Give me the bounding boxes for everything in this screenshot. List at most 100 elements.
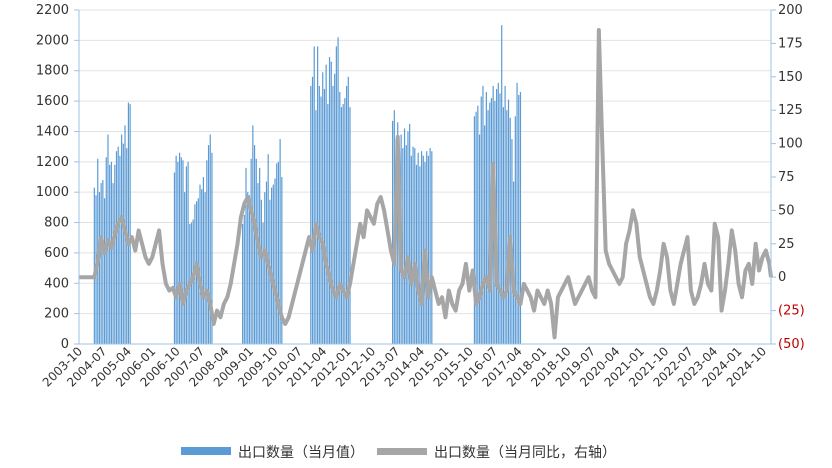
bar [340,107,343,344]
bar [276,163,278,344]
bar [277,161,280,344]
bar [332,85,334,344]
right-tick-label: (25) [778,304,805,319]
bar [402,148,404,344]
bar [110,161,112,344]
bar [250,158,252,344]
bar [478,134,481,344]
bar [409,123,411,344]
bar [516,82,518,345]
bar [318,85,320,344]
bar [126,148,128,344]
bar [313,46,315,344]
right-tick-label: 0 [778,270,786,285]
bar [271,187,273,344]
bar [392,120,394,344]
bar [477,105,479,345]
bar [487,110,489,344]
bar [129,104,131,344]
bar [431,151,433,344]
bar [201,189,203,344]
left-tick-label: 400 [44,276,69,291]
bar [257,183,259,344]
bar [114,164,116,344]
bar [267,154,269,344]
bar [264,192,266,344]
bar [211,152,213,344]
left-tick-label: 800 [44,216,69,231]
bar [177,161,179,344]
bar [98,192,101,344]
bar [501,25,503,345]
bar [253,145,256,344]
bar [330,61,332,345]
bar [127,102,130,344]
bar [180,157,182,344]
bar [473,116,476,345]
bar [103,198,106,344]
bar [255,158,257,344]
bar [262,222,264,344]
bar [204,192,206,344]
bar [412,146,414,344]
bar [328,57,331,345]
bar [499,93,501,344]
bar [322,72,324,344]
bar [122,143,124,344]
legend-swatch-line [377,448,427,455]
bar [475,111,477,344]
bar [482,85,484,344]
right-tick-label: (50) [778,337,805,352]
right-tick-label: 175 [778,36,803,51]
bar [317,46,319,344]
bar [245,167,247,344]
bar [310,85,312,344]
left-axis-ticks: 0 200 400 600 800 1000 1200 1400 1600 1800 2000 220… [36,3,69,352]
bar [502,107,504,344]
bar [206,160,208,344]
bar [184,192,186,344]
bar [117,146,119,344]
left-tick-label: 1000 [36,185,69,200]
left-tick-label: 1600 [36,94,69,109]
bar [252,125,254,344]
bar [192,219,194,344]
legend: 出口数量（当月值） 出口数量（当月同比，右轴） [181,445,616,461]
bar [342,104,344,344]
left-tick-label: 1200 [36,155,69,170]
bar [243,214,245,344]
left-tick-label: 1800 [36,64,69,79]
bar [320,96,322,344]
left-tick-label: 600 [44,246,69,261]
bar [485,91,487,344]
bar [419,166,421,344]
legend-swatch-bar [181,447,231,455]
bar [102,180,104,344]
left-tick-label: 1400 [36,124,69,139]
bar [311,76,314,345]
bar [417,152,419,344]
right-tick-label: 50 [778,203,795,218]
bar [335,46,337,344]
bar [323,88,326,344]
bar [274,178,276,344]
bar [112,183,114,344]
right-tick-label: 200 [778,3,803,18]
bar [507,99,510,344]
bar [182,160,184,344]
right-tick-label: 25 [778,237,795,252]
bar [272,184,274,344]
bar [346,85,348,344]
bar [279,139,281,344]
bar [349,107,351,344]
bar [334,73,336,344]
bar [420,151,423,344]
bar [397,122,399,344]
bar [403,128,406,344]
left-tick-label: 200 [44,307,69,322]
bar [514,116,516,345]
bar [199,184,201,344]
bar [209,134,211,344]
bar [115,151,118,344]
